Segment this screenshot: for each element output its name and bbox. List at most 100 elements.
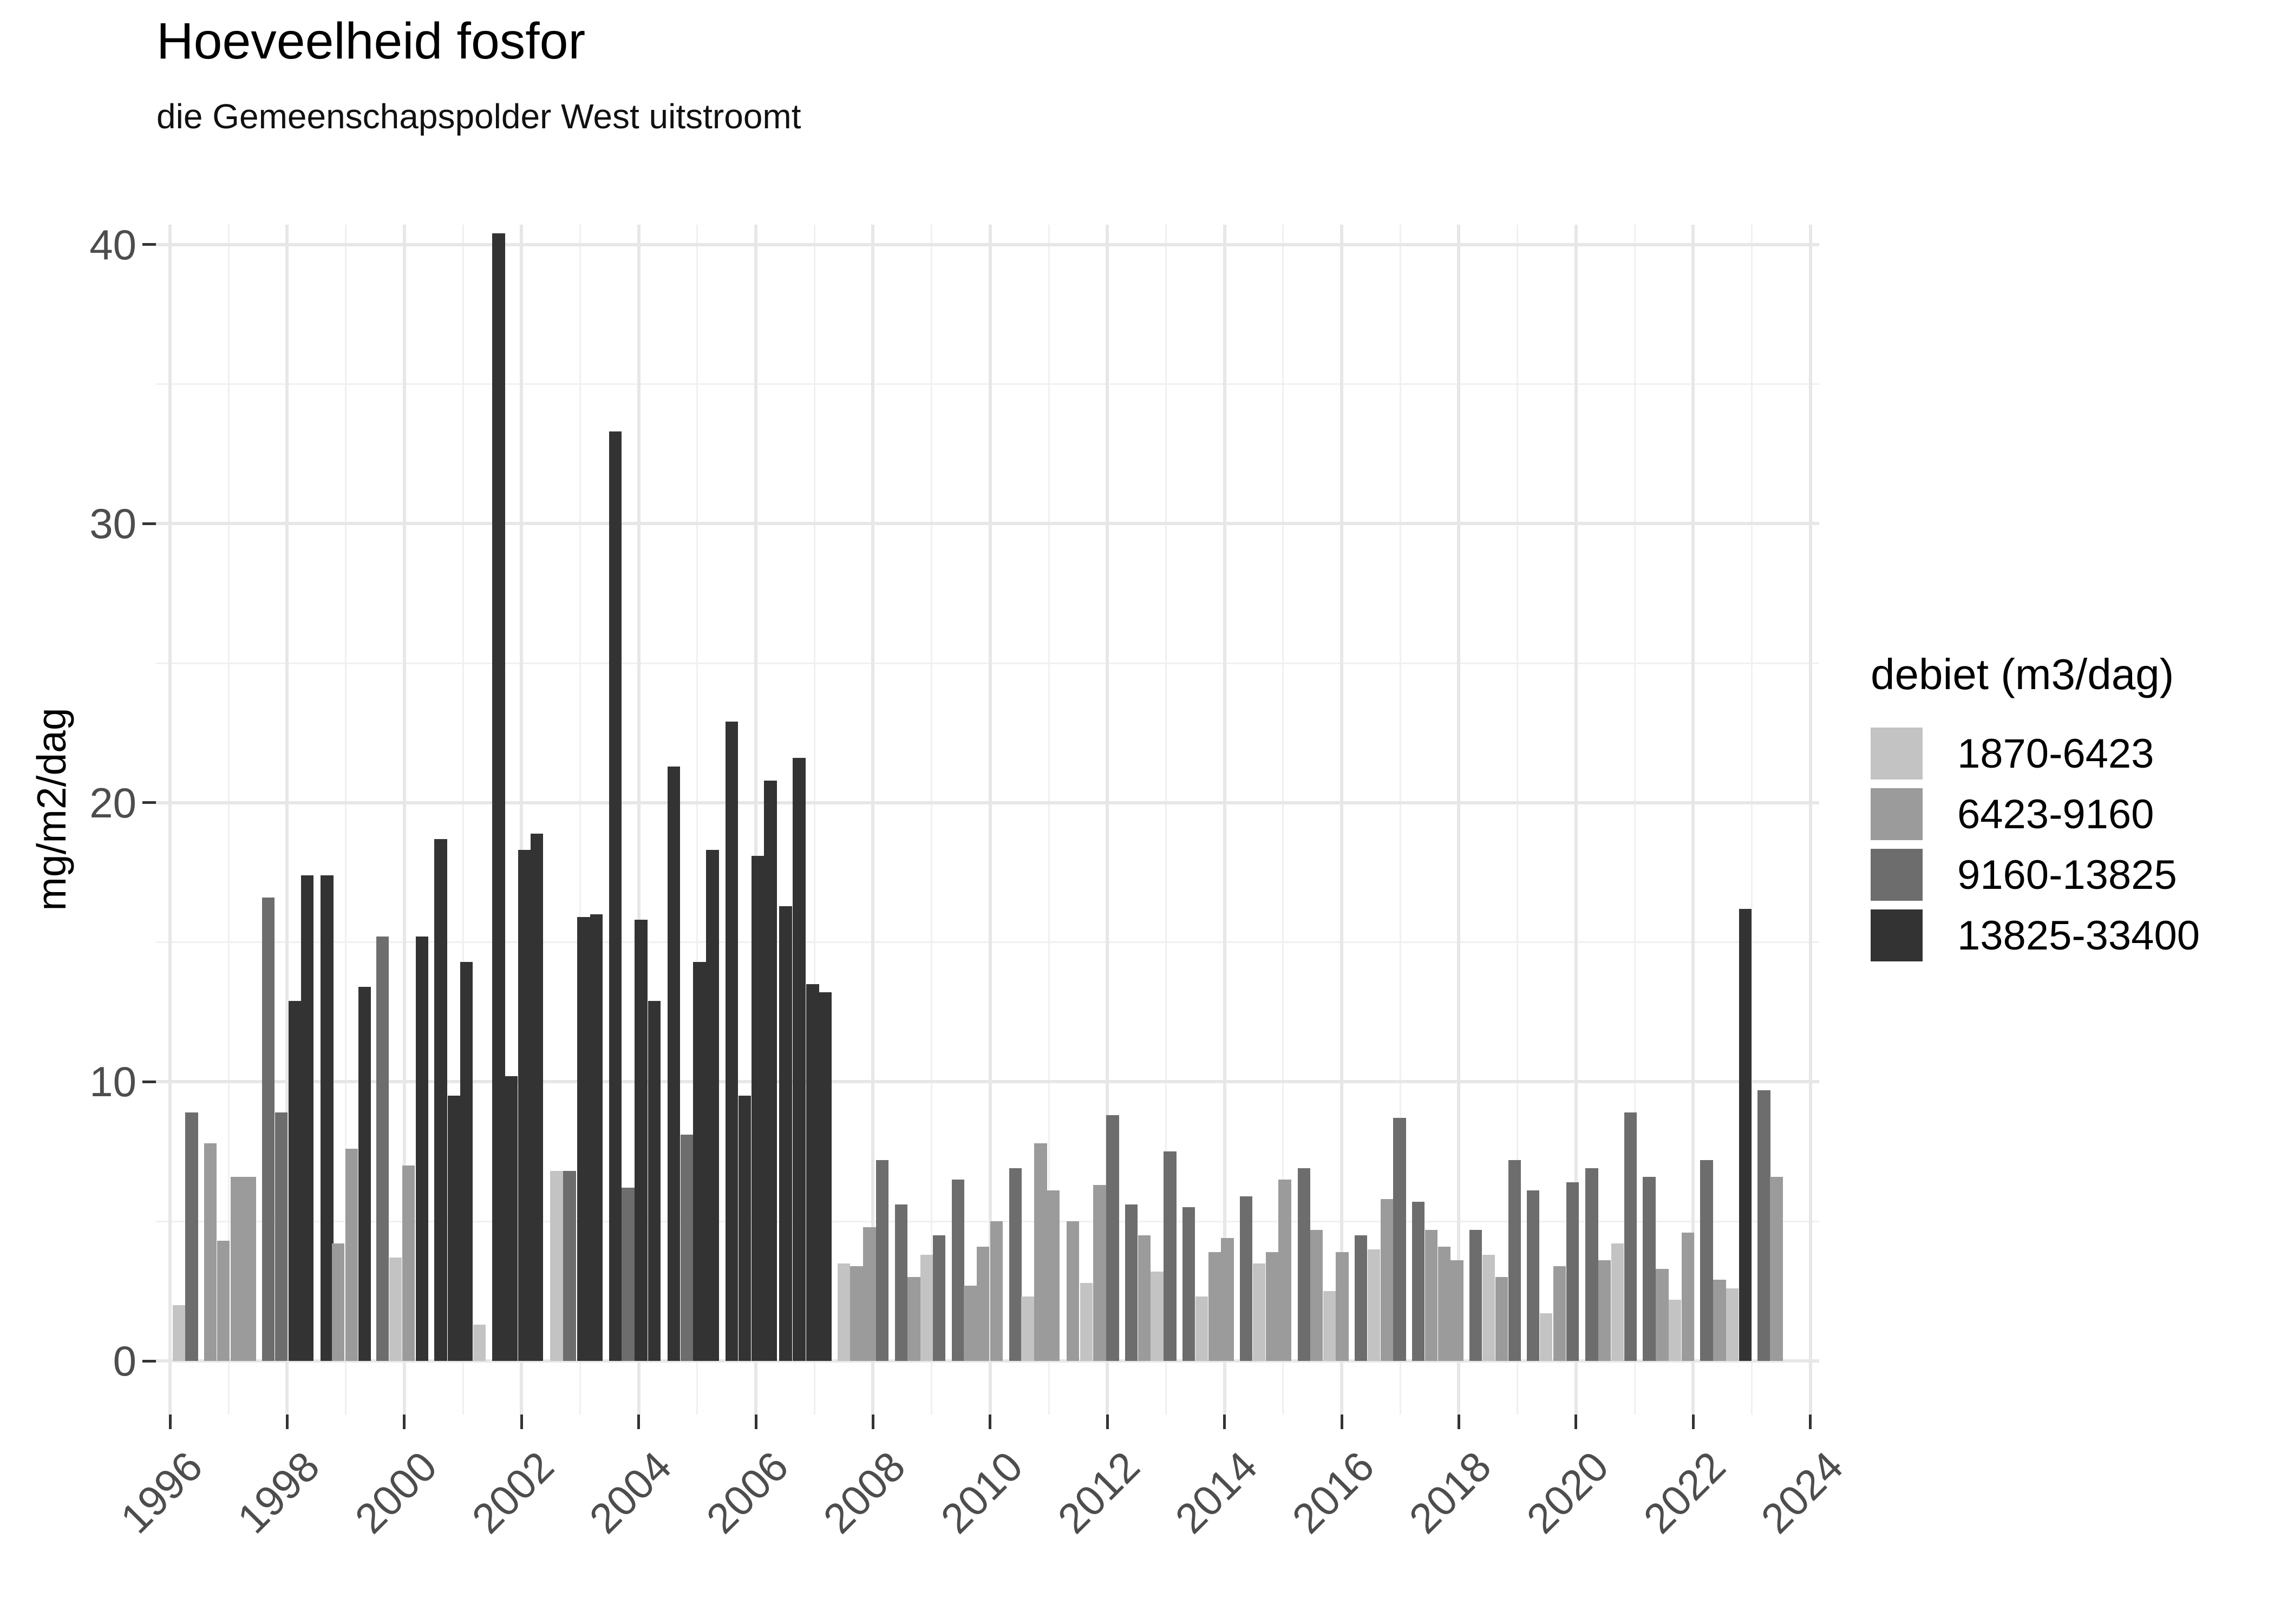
x-axis-tick [871,1415,874,1429]
bar [1239,1196,1253,1361]
bar [505,1076,518,1361]
bar [1643,1176,1656,1361]
gridline-major-vertical [1457,225,1461,1415]
bar [262,898,275,1361]
y-tick-label: 20 [89,778,136,827]
legend-item-label: 9160-13825 [1957,852,2177,898]
legend-item: 1870-6423 [1871,728,2260,780]
bar [1164,1151,1177,1361]
bar [706,850,719,1361]
gridline-major-vertical [754,225,757,1415]
bar [1355,1235,1368,1361]
x-axis-tick [1106,1415,1109,1429]
bar [415,937,428,1361]
gridline-major-vertical [1808,225,1812,1415]
gridline-major-vertical [637,225,641,1415]
bar [185,1112,198,1361]
legend-item: 9160-13825 [1871,849,2260,901]
bar [331,1243,345,1361]
gridline-minor-vertical [1165,225,1167,1415]
gridline-minor-vertical [345,225,347,1415]
y-tick-label: 0 [113,1337,136,1385]
bar [1009,1168,1022,1361]
bar [172,1305,185,1361]
y-axis-tick [142,243,156,246]
gridline-minor-vertical [1517,225,1519,1415]
bar [1310,1229,1323,1361]
bar [622,1188,635,1361]
bar [932,1235,946,1361]
bar [1208,1252,1221,1361]
gridline-minor-vertical [931,225,933,1415]
bar [819,992,832,1361]
bar [345,1149,358,1361]
bar [779,906,792,1361]
bar [1265,1252,1278,1361]
gridline-major-vertical [1574,225,1578,1415]
x-axis-tick [989,1415,992,1429]
bar [1700,1160,1713,1361]
bar [1508,1160,1521,1361]
gridline-major-horizontal [156,1080,1819,1084]
bar [863,1227,876,1361]
bar [793,758,806,1361]
bar [473,1324,486,1361]
bar [321,875,334,1361]
bar [1656,1268,1669,1361]
gridline-major-vertical [285,225,289,1415]
page-title: Hoeveelheid fosfor [156,12,586,70]
bar [1221,1238,1234,1361]
x-axis-tick [1691,1415,1695,1429]
bar [1138,1235,1151,1361]
bar [376,937,389,1361]
bar [1106,1115,1119,1361]
x-axis-tick [637,1415,641,1429]
gridline-major-vertical [1106,225,1109,1415]
bar [460,961,473,1361]
legend-item-label: 13825-33400 [1957,912,2200,959]
bar [1066,1221,1080,1361]
bar [1624,1112,1637,1361]
bar [1668,1299,1682,1361]
gridline-major-vertical [168,225,172,1415]
bar [1080,1282,1093,1361]
gridline-minor-vertical [462,225,464,1415]
bar [1770,1176,1783,1361]
bar [492,233,505,1361]
legend-swatch-1870-6423 [1871,728,1923,780]
bar [738,1096,752,1361]
bar [590,914,603,1361]
bar [243,1176,256,1361]
bar [204,1143,217,1361]
page-subtitle: die Gemeenschapspolder West uitstroomt [156,97,801,136]
bar [920,1255,933,1361]
gridline-major-vertical [402,225,406,1415]
legend-item-label: 6423-9160 [1957,791,2154,837]
x-axis-tick [1340,1415,1343,1429]
bar [1367,1249,1381,1361]
bar [1380,1199,1393,1361]
bar [894,1204,907,1361]
y-tick-label: 40 [89,220,136,269]
bar [693,961,706,1361]
y-tick-label: 30 [89,500,136,548]
bar [1566,1182,1579,1361]
bar [1495,1277,1508,1361]
bar [951,1179,964,1361]
bar [990,1221,1003,1361]
bar [1539,1313,1553,1361]
bar [1151,1272,1164,1361]
bar [837,1263,850,1361]
bar [550,1171,563,1361]
bar [1424,1229,1438,1361]
bar [1412,1202,1425,1361]
bar [648,1000,661,1361]
x-axis-tick [168,1415,172,1429]
bar [1726,1288,1739,1361]
bar [1125,1204,1138,1361]
bar [563,1171,576,1361]
bar [1739,908,1752,1361]
bar [389,1258,402,1361]
bar [1252,1263,1266,1361]
